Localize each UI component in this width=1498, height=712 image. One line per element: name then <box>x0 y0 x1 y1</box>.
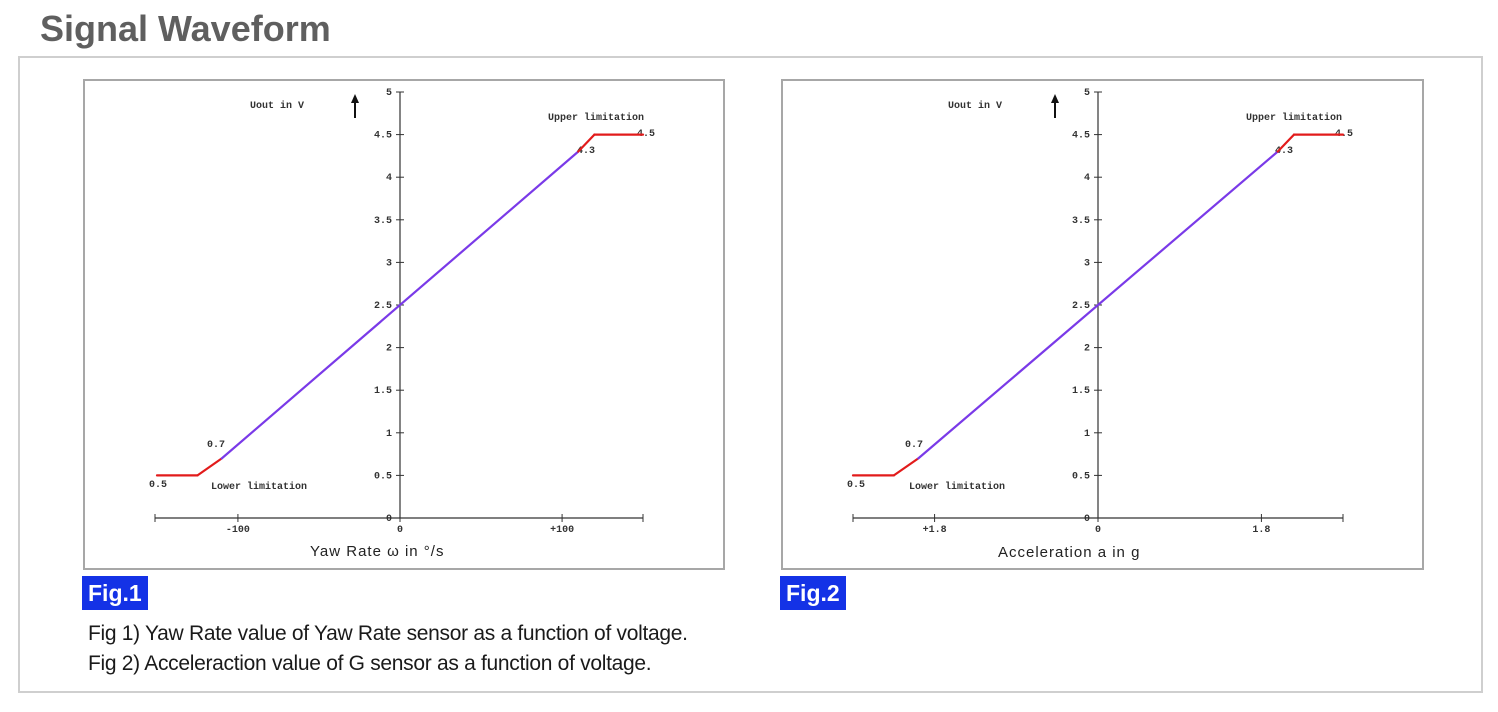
content-frame <box>18 56 1483 693</box>
lower-limitation-label: Lower limitation <box>211 481 307 493</box>
upper-limitation-label: Upper limitation <box>1246 112 1342 124</box>
annotation-lower-knee-value: 0.7 <box>905 440 923 451</box>
y-tick-label: 5 <box>1084 88 1090 99</box>
y-tick-label: 2.5 <box>1072 301 1090 312</box>
y-tick-label: 4 <box>386 173 392 184</box>
figure-2-caption: Fig 2) Acceleraction value of G sensor a… <box>88 652 652 675</box>
x-tick-label: +100 <box>550 525 574 536</box>
upper-ramp-segment <box>577 133 596 153</box>
annotation-lower-knee-value: 0.7 <box>207 440 225 451</box>
y-axis-label: Uout in V <box>250 100 304 112</box>
y-tick-label: 4 <box>1084 173 1090 184</box>
up-arrow-icon <box>351 94 359 118</box>
x-axis-label: Acceleration a in g <box>998 544 1140 561</box>
annotation-upper-value: 4.5 <box>637 129 655 140</box>
page-heading: Signal Waveform <box>40 8 331 49</box>
figure-1-panel: 5 4.5 4 3.5 3 2.5 2 1.5 1 0.5 0 -100 0 +100 Uout in … <box>83 79 725 570</box>
y-tick-label: 4.5 <box>1072 131 1090 142</box>
x-tick-label: 1.8 <box>1252 525 1270 536</box>
y-tick-label: 1 <box>1084 429 1090 440</box>
x-axis-ticks: +1.8 0 1.8 <box>852 514 1344 536</box>
up-arrow-icon <box>1051 94 1059 118</box>
x-tick-label: 0 <box>397 525 403 536</box>
lower-ramp-segment <box>196 457 223 477</box>
y-tick-label: 3.5 <box>1072 216 1090 227</box>
x-axis-label: Yaw Rate ω in °/s <box>310 543 444 560</box>
lower-ramp-segment <box>892 457 920 477</box>
lower-limitation-label: Lower limitation <box>909 481 1005 493</box>
y-tick-label: 3 <box>1084 258 1090 269</box>
y-tick-label: 1 <box>386 429 392 440</box>
figure-2-panel: 5 4.5 4 3.5 3 2.5 2 1.5 1 0.5 0 +1.8 0 1.8 Uout in V… <box>781 79 1424 570</box>
x-axis-ticks: -100 0 +100 <box>154 514 644 536</box>
y-tick-label: 3 <box>386 258 392 269</box>
y-tick-label: 1.5 <box>374 386 392 397</box>
annotation-knee-value: 4.3 <box>577 146 595 157</box>
x-tick-label: +1.8 <box>923 525 947 536</box>
annotation-knee-value: 4.3 <box>1275 146 1293 157</box>
y-tick-label: 2 <box>386 344 392 355</box>
voltage-curve <box>155 133 645 477</box>
linear-segment <box>917 150 1279 460</box>
y-axis-label: Uout in V <box>948 100 1002 112</box>
y-tick-label: 4.5 <box>374 131 392 142</box>
y-tick-label: 2 <box>1084 344 1090 355</box>
y-tick-label: 3.5 <box>374 216 392 227</box>
y-tick-label: 0.5 <box>1072 471 1090 482</box>
y-tick-label: 0.5 <box>374 471 392 482</box>
y-tick-label: 1.5 <box>1072 386 1090 397</box>
y-tick-label: 5 <box>386 88 392 99</box>
annotation-lower-value: 0.5 <box>847 480 865 491</box>
x-tick-label: -100 <box>226 525 250 536</box>
figure-1-badge: Fig.1 <box>82 576 148 610</box>
voltage-curve <box>851 133 1345 477</box>
figure-1-caption: Fig 1) Yaw Rate value of Yaw Rate sensor… <box>88 622 688 645</box>
x-tick-label: 0 <box>1095 525 1101 536</box>
upper-ramp-segment <box>1276 133 1296 153</box>
figure-2-chart: 5 4.5 4 3.5 3 2.5 2 1.5 1 0.5 0 +1.8 0 1.8 Uout in V… <box>847 88 1353 561</box>
y-tick-label: 2.5 <box>374 301 392 312</box>
y-tick-label: 0 <box>386 514 392 525</box>
y-tick-label: 0 <box>1084 514 1090 525</box>
upper-limitation-label: Upper limitation <box>548 112 644 124</box>
y-axis-ticks: 5 4.5 4 3.5 3 2.5 2 1.5 1 0.5 0 <box>1072 88 1102 525</box>
figure-1-chart: 5 4.5 4 3.5 3 2.5 2 1.5 1 0.5 0 -100 0 +100 Uout in … <box>149 88 655 560</box>
figure-2-badge: Fig.2 <box>780 576 846 610</box>
annotation-lower-value: 0.5 <box>149 480 167 491</box>
linear-segment <box>220 150 580 460</box>
